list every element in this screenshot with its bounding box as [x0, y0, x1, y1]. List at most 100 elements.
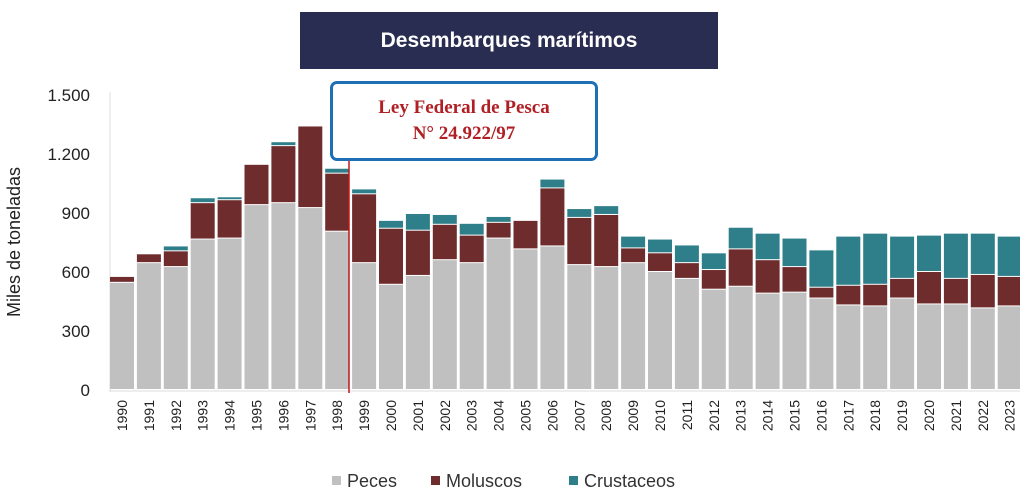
- bar-moluscos-1990: [110, 276, 134, 282]
- bar-moluscos-2023: [997, 276, 1020, 306]
- bar-crustaceos-1996: [271, 142, 296, 146]
- x-tick-label: 1998: [329, 400, 345, 431]
- x-tick-label: 2005: [518, 400, 534, 431]
- bar-crustaceos-2022: [970, 233, 995, 274]
- bar-moluscos-2008: [594, 214, 619, 267]
- bar-peces-2021: [943, 304, 968, 389]
- legend-label-peces: Peces: [347, 471, 397, 491]
- x-tick-label: 2007: [571, 400, 587, 431]
- y-tick-label: 600: [62, 263, 90, 282]
- bar-crustaceos-2012: [701, 253, 726, 270]
- bar-crustaceos-2019: [890, 236, 915, 278]
- x-tick-label: 2023: [1002, 400, 1018, 431]
- y-tick-label: 300: [62, 322, 90, 341]
- bar-moluscos-2019: [890, 278, 915, 298]
- bar-peces-1993: [190, 239, 215, 389]
- bar-peces-1992: [163, 267, 188, 389]
- x-tick-label: 2010: [652, 400, 668, 431]
- bar-peces-2018: [863, 306, 888, 389]
- x-tick-label: 1997: [302, 400, 318, 431]
- bar-crustaceos-2016: [809, 250, 834, 287]
- bar-peces-2000: [379, 284, 403, 389]
- y-axis-label: Miles de toneladas: [4, 167, 24, 317]
- bar-crustaceos-2004: [486, 216, 511, 222]
- bar-moluscos-2013: [728, 249, 753, 286]
- law-annotation: Ley Federal de Pesca N° 24.922/97: [330, 81, 598, 161]
- legend-swatch-crustaceos: [569, 476, 578, 485]
- x-tick-label: 1991: [141, 400, 157, 431]
- x-tick-label: 2001: [410, 400, 426, 431]
- bar-crustaceos-1993: [190, 198, 215, 203]
- bar-peces-2016: [809, 298, 834, 389]
- chart-title: Desembarques marítimos: [300, 12, 718, 69]
- x-tick-label: 1994: [222, 400, 238, 431]
- bar-moluscos-1996: [271, 146, 296, 203]
- bar-moluscos-2003: [459, 235, 484, 263]
- bar-crustaceos-1992: [163, 246, 188, 251]
- bar-moluscos-2012: [701, 270, 726, 289]
- bar-moluscos-2001: [405, 230, 430, 275]
- legend-swatch-peces: [332, 476, 341, 485]
- bar-peces-2017: [836, 305, 861, 389]
- bar-moluscos-1993: [190, 203, 215, 239]
- bar-moluscos-2011: [674, 263, 699, 278]
- x-tick-label: 1992: [168, 400, 184, 431]
- bar-crustaceos-1999: [352, 189, 377, 194]
- x-tick-label: 2019: [894, 400, 910, 431]
- bar-crustaceos-2017: [836, 236, 861, 285]
- legend-label-moluscos: Moluscos: [446, 471, 522, 491]
- bar-peces-1999: [352, 263, 377, 389]
- bar-peces-2006: [540, 246, 565, 389]
- y-tick-label: 0: [81, 381, 90, 400]
- bar-crustaceos-2000: [379, 220, 403, 228]
- bar-crustaceos-2010: [648, 239, 672, 253]
- x-tick-label: 1990: [114, 400, 130, 431]
- bar-moluscos-1995: [244, 164, 269, 205]
- bar-moluscos-2007: [567, 217, 592, 265]
- bar-moluscos-2022: [970, 274, 995, 308]
- x-tick-label: 1993: [195, 400, 211, 431]
- bar-moluscos-2000: [379, 228, 403, 284]
- y-tick-label: 900: [62, 204, 90, 223]
- bar-peces-2005: [513, 249, 538, 389]
- bar-crustaceos-2007: [567, 209, 592, 217]
- bar-peces-2010: [648, 272, 672, 389]
- x-tick-label: 2016: [813, 400, 829, 431]
- annotation-line1: Ley Federal de Pesca: [378, 97, 550, 118]
- bar-moluscos-2021: [943, 278, 968, 304]
- bar-peces-2023: [997, 306, 1020, 389]
- bar-peces-1997: [298, 208, 323, 389]
- bar-peces-2022: [970, 308, 995, 389]
- bar-crustaceos-2002: [432, 214, 457, 224]
- bar-crustaceos-2001: [405, 213, 430, 230]
- x-tick-label: 2018: [867, 400, 883, 431]
- bar-moluscos-1991: [136, 254, 161, 263]
- x-tick-label: 2022: [975, 400, 991, 431]
- x-tick-label: 2000: [383, 400, 399, 431]
- x-tick-label: 2014: [760, 400, 776, 431]
- bar-moluscos-1998: [325, 173, 350, 231]
- bar-moluscos-2002: [432, 224, 457, 260]
- x-tick-label: 2015: [787, 400, 803, 431]
- bar-moluscos-2018: [863, 284, 888, 306]
- bar-peces-2020: [917, 304, 941, 389]
- bar-moluscos-2006: [540, 188, 565, 246]
- legend-label-crustaceos: Crustaceos: [584, 471, 675, 491]
- x-tick-label: 1999: [356, 400, 372, 431]
- bar-crustaceos-1994: [217, 197, 242, 200]
- bar-crustaceos-2009: [621, 236, 646, 248]
- y-tick-label: 1.200: [47, 145, 90, 164]
- x-tick-label: 2021: [948, 400, 964, 431]
- bar-moluscos-1999: [352, 194, 377, 263]
- x-tick-label: 2006: [544, 400, 560, 431]
- bar-peces-1998: [325, 231, 350, 389]
- x-tick-label: 2004: [491, 400, 507, 431]
- bar-peces-2015: [782, 292, 807, 389]
- bar-moluscos-2009: [621, 248, 646, 263]
- bar-peces-2002: [432, 260, 457, 389]
- bar-peces-1991: [136, 263, 161, 389]
- bar-crustaceos-2008: [594, 206, 619, 214]
- x-tick-label: 2008: [598, 400, 614, 431]
- bar-crustaceos-2013: [728, 227, 753, 249]
